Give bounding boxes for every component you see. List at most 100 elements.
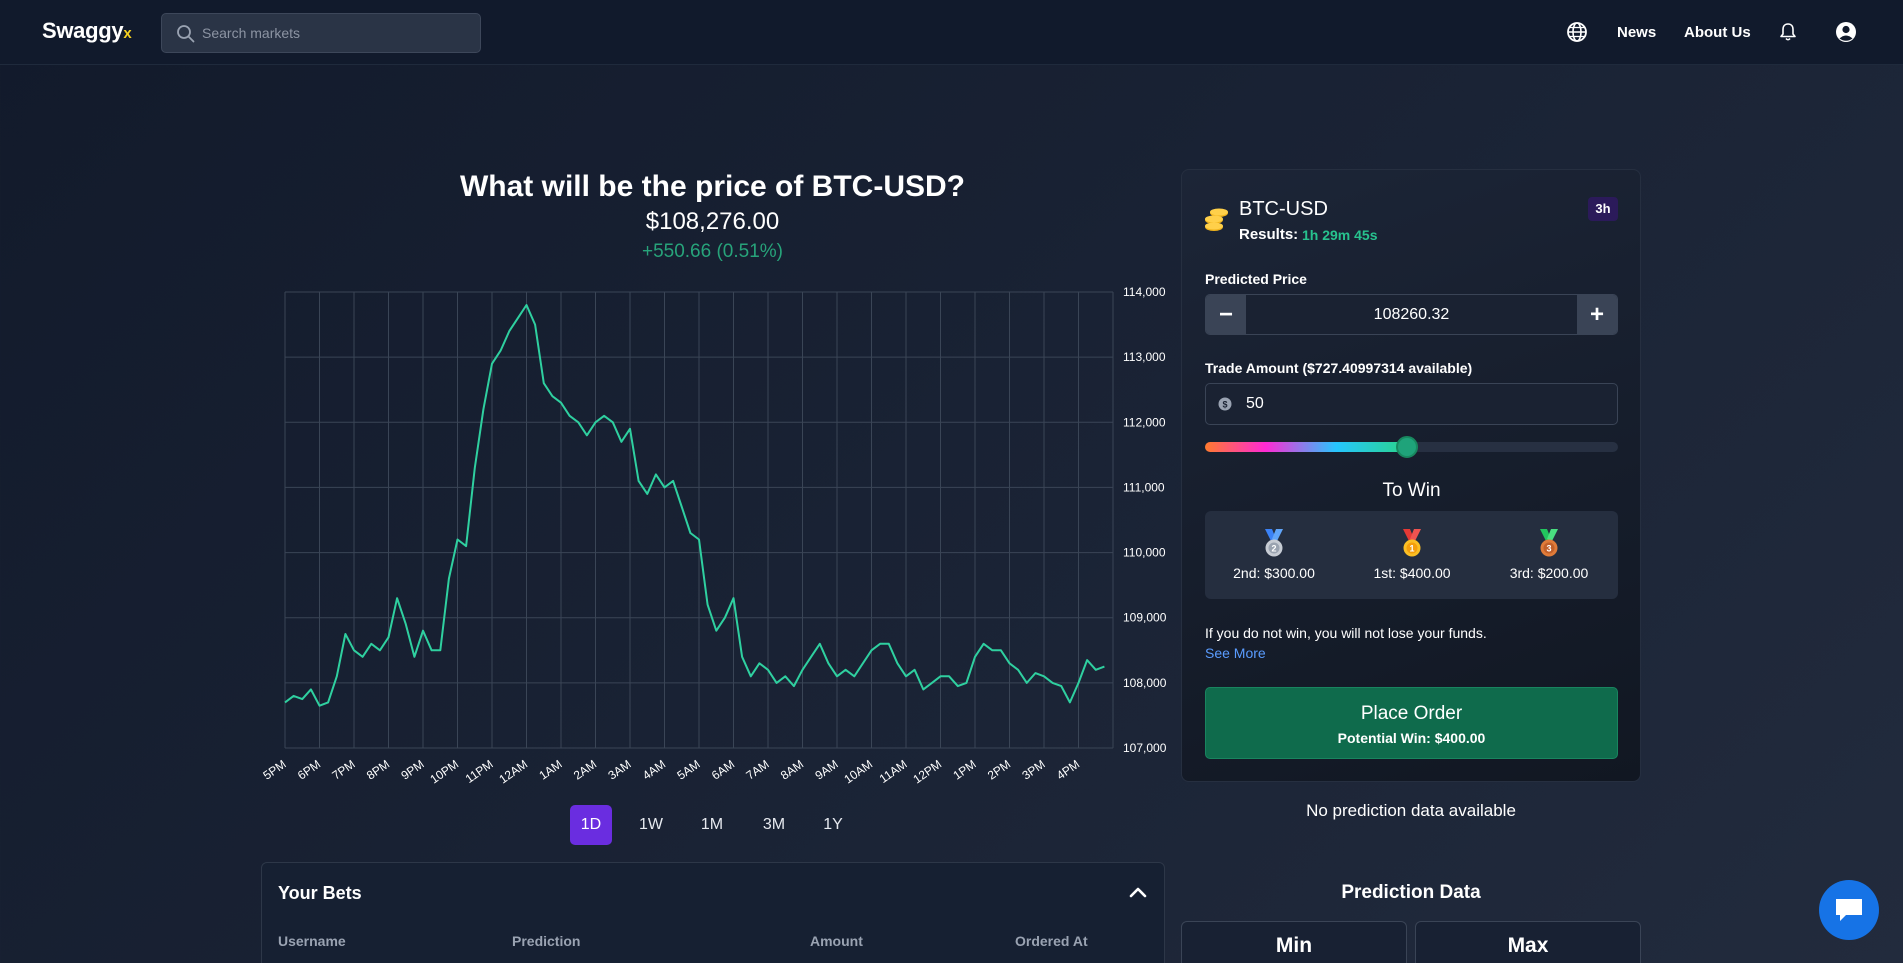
logo[interactable]: Swaggyx — [42, 18, 132, 44]
results-countdown: 1h 29m 45s — [1302, 227, 1378, 243]
silver-medal-icon: 2 — [1265, 529, 1283, 557]
gold-medal-icon: 1 — [1403, 529, 1421, 557]
trade-amount-input[interactable] — [1246, 384, 1606, 424]
current-price: $108,276.00 — [645, 208, 780, 235]
x-tick-label: 11PM — [463, 757, 496, 786]
x-tick-label: 7PM — [329, 757, 357, 783]
chevron-up-icon[interactable] — [1128, 885, 1148, 899]
x-tick-label: 2PM — [985, 757, 1013, 783]
amount-slider[interactable] — [1205, 436, 1618, 458]
results-label: Results: — [1239, 226, 1299, 243]
price-series-line — [284, 304, 1105, 707]
market-pair: BTC-USD — [1239, 198, 1328, 220]
price-chart[interactable]: 114,000 113,000 112,000 111,000 110,000 109,0… — [255, 280, 1180, 790]
prize-list: 2 2nd: $300.00 1 1st: $400.00 3 3rd: $2 — [1205, 511, 1618, 599]
x-tick-label: 8PM — [364, 757, 392, 783]
x-tick-label: 3AM — [605, 757, 633, 783]
x-tick-label: 9AM — [812, 757, 840, 783]
svg-text:$: $ — [1222, 400, 1227, 410]
max-label: Max — [1507, 934, 1549, 957]
decrement-button[interactable]: − — [1206, 295, 1246, 334]
place-order-label: Place Order — [1360, 702, 1463, 724]
x-tick-label: 10AM — [842, 757, 876, 786]
y-tick-label: 114,000 — [1123, 285, 1166, 299]
x-tick-label: 3PM — [1019, 757, 1047, 783]
globe-icon[interactable] — [1566, 21, 1588, 43]
slider-fill — [1205, 442, 1408, 452]
y-tick-label: 110,000 — [1123, 546, 1166, 560]
logo-text: Swaggy — [42, 18, 124, 43]
column-amount: Amount — [810, 933, 863, 949]
coins-icon — [1205, 208, 1228, 231]
y-tick-label: 109,000 — [1123, 611, 1167, 625]
no-prediction-message: No prediction data available — [1306, 801, 1516, 820]
prize-3rd: 3 3rd: $200.00 — [1489, 529, 1609, 581]
column-prediction: Prediction — [512, 933, 581, 949]
x-tick-label: 12PM — [911, 757, 945, 786]
search-icon — [177, 25, 195, 43]
trade-amount-field: $ — [1205, 383, 1618, 425]
x-tick-label: 5PM — [260, 757, 288, 783]
nav-about-link[interactable]: About Us — [1684, 24, 1751, 41]
bets-title: Your Bets — [278, 883, 362, 903]
predicted-price-label: Predicted Price — [1205, 271, 1307, 287]
trade-amount-label: Trade Amount ($727.40997314 available) — [1205, 360, 1473, 376]
y-tick-label: 107,000 — [1123, 741, 1167, 755]
market-question: What will be the price of BTC-USD? — [459, 170, 965, 203]
prize-3rd-label: 3rd: $200.00 — [1509, 565, 1589, 581]
bell-icon[interactable] — [1778, 22, 1798, 42]
x-tick-label: 5AM — [674, 757, 702, 783]
range-3m-button[interactable]: 3M — [753, 805, 795, 845]
prize-2nd: 2 2nd: $300.00 — [1214, 529, 1334, 581]
top-nav: Swaggyx News About Us — [0, 0, 1903, 65]
x-tick-label: 12AM — [497, 757, 531, 786]
range-1m-button[interactable]: 1M — [691, 805, 733, 845]
x-tick-label: 6AM — [709, 757, 737, 783]
price-change: +550.66 (0.51%) — [641, 241, 783, 262]
prize-1st-label: 1st: $400.00 — [1373, 565, 1451, 581]
predicted-price-input[interactable] — [1246, 295, 1577, 334]
slider-thumb[interactable] — [1396, 436, 1419, 458]
svg-text:1: 1 — [1409, 544, 1414, 554]
increment-button[interactable]: + — [1577, 295, 1617, 334]
max-stat-box: Max — [1415, 921, 1641, 963]
place-order-button[interactable]: Place Order Potential Win: $400.00 — [1205, 687, 1618, 759]
predicted-price-stepper: − + — [1205, 294, 1618, 335]
duration-badge: 3h — [1588, 197, 1618, 221]
nav-news-link[interactable]: News — [1617, 24, 1657, 41]
x-tick-label: 8AM — [778, 757, 806, 783]
range-1d-button[interactable]: 1D — [570, 805, 612, 845]
order-panel: BTC-USD Results: 1h 29m 45s 3h Predicted… — [1181, 169, 1641, 782]
dollar-icon: $ — [1218, 397, 1232, 411]
x-tick-label: 6PM — [295, 757, 323, 783]
search-input[interactable] — [202, 14, 472, 52]
user-icon[interactable] — [1835, 21, 1857, 43]
column-username: Username — [278, 933, 346, 949]
x-tick-label: 9PM — [398, 757, 426, 783]
y-tick-label: 113,000 — [1123, 350, 1166, 364]
potential-win-label: Potential Win: $400.00 — [1337, 729, 1486, 746]
x-tick-label: 1PM — [950, 757, 978, 783]
x-tick-label: 4PM — [1054, 757, 1082, 783]
bronze-medal-icon: 3 — [1540, 529, 1558, 557]
range-1w-button[interactable]: 1W — [630, 805, 672, 845]
svg-text:2: 2 — [1271, 544, 1276, 554]
y-tick-label: 111,000 — [1123, 480, 1165, 494]
y-tick-label: 112,000 — [1123, 415, 1166, 429]
your-bets-panel: Your Bets Username Prediction Amount Ord… — [261, 862, 1165, 963]
to-win-label: To Win — [1382, 480, 1441, 501]
chat-button[interactable] — [1819, 880, 1879, 940]
search-box[interactable] — [161, 13, 481, 53]
range-1y-button[interactable]: 1Y — [812, 805, 854, 845]
prize-1st: 1 1st: $400.00 — [1352, 529, 1472, 581]
x-tick-label: 2AM — [571, 757, 599, 783]
see-more-link[interactable]: See More — [1205, 645, 1266, 661]
min-stat-box: Min — [1181, 921, 1407, 963]
x-tick-label: 4AM — [640, 757, 668, 783]
logo-accent: x — [123, 25, 132, 42]
prize-2nd-label: 2nd: $300.00 — [1233, 565, 1315, 581]
x-tick-label: 7AM — [743, 757, 771, 783]
chat-icon — [1836, 899, 1862, 921]
column-ordered-at: Ordered At — [1015, 933, 1088, 949]
no-loss-note: If you do not win, you will not lose you… — [1205, 625, 1487, 641]
